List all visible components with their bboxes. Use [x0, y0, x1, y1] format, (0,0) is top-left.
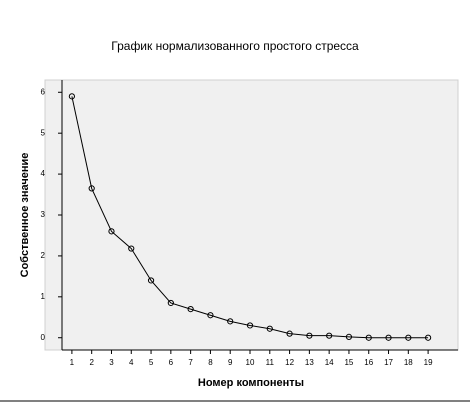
x-tick-label: 5: [149, 358, 154, 367]
data-point: [227, 318, 234, 325]
data-point: [108, 228, 115, 235]
data-point: [68, 93, 75, 100]
data-point: [187, 305, 194, 313]
x-tick-label: 8: [208, 358, 213, 367]
x-tick-label: 10: [246, 358, 255, 367]
data-point: [246, 322, 254, 329]
data-point: [128, 245, 135, 252]
data-point: [286, 330, 293, 337]
x-tick-label: 2: [89, 358, 94, 367]
x-tick-label: 6: [169, 358, 174, 367]
data-point: [365, 334, 372, 341]
data-point: [405, 334, 412, 341]
data-point: [345, 333, 353, 341]
data-point: [326, 332, 333, 339]
x-tick-label: 15: [344, 358, 353, 367]
x-tick-label: 3: [109, 358, 114, 367]
y-tick-label: 2: [41, 251, 46, 260]
data-point: [167, 299, 174, 307]
chart-title: График нормализованного простого стресса: [111, 39, 359, 53]
x-tick-label: 9: [228, 358, 233, 367]
data-point: [88, 185, 95, 192]
x-tick-label: 13: [305, 358, 314, 367]
data-point: [425, 334, 432, 341]
x-tick-label: 16: [364, 358, 373, 367]
y-tick-label: 6: [41, 87, 46, 96]
data-point: [385, 334, 392, 341]
y-tick-label: 4: [41, 169, 46, 178]
data-point: [147, 277, 155, 284]
x-tick-label: 17: [384, 358, 393, 367]
x-tick-label: 11: [266, 358, 275, 367]
y-axis-label: Собственное значение: [19, 153, 31, 278]
x-tick-label: 12: [285, 358, 294, 367]
x-tick-label: 7: [188, 358, 193, 367]
x-tick-label: 18: [404, 358, 413, 367]
y-tick-label: 0: [41, 333, 46, 342]
data-line: [71, 96, 429, 339]
y-tick-label: 3: [41, 210, 46, 219]
plot-background: [44, 79, 459, 351]
data-point: [266, 325, 273, 332]
x-tick-label: 14: [325, 358, 334, 367]
x-tick-label: 19: [424, 358, 433, 367]
x-tick-label: 1: [70, 358, 75, 367]
data-point: [306, 332, 313, 339]
data-point: [207, 312, 214, 319]
x-axis-label: Номер компоненты: [198, 377, 304, 389]
y-tick-label: 5: [41, 128, 46, 137]
y-tick-label: 1: [41, 292, 46, 301]
x-tick-label: 4: [129, 358, 134, 367]
